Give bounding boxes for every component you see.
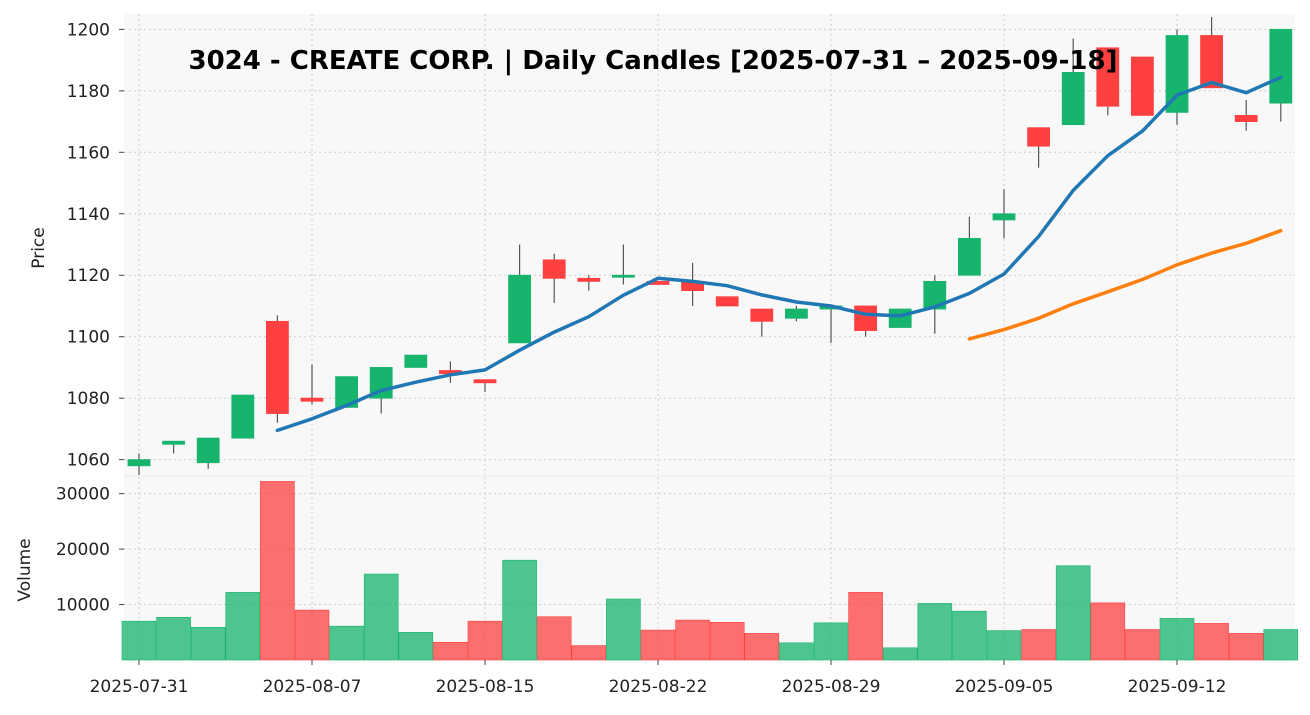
candle-body [1200,35,1223,89]
x-tick-label: 2025-08-22 [609,677,708,697]
volume-bar [917,603,953,661]
candle-body [612,274,635,278]
candle-body [1131,56,1154,116]
price-tick-label: 1140 [67,205,110,225]
price-panel-background [124,14,1295,475]
candle-body [335,376,359,408]
volume-bar [1159,618,1195,661]
volume-bar [467,620,503,661]
candle-body [1269,28,1293,104]
candle-body [888,308,912,328]
candle-body [127,459,151,467]
volume-bar [433,641,468,661]
volume-tick-label: 10000 [56,596,110,616]
candle-body [265,320,289,414]
candles [127,17,1293,475]
axes: 1060 1080 1100 1120 1140 1160 1180 1200 10000 200… [56,20,1295,697]
volume-bar [329,625,364,661]
candle-body [473,379,497,384]
candle-body [508,274,532,344]
price-tick-label: 1160 [67,143,110,163]
volume-axis-label: Volume [15,538,35,601]
volume-bar [1125,629,1160,661]
volume-bar [606,598,641,661]
candle-body [196,437,220,464]
volume-bar [260,481,295,661]
volume-tick-label: 30000 [56,485,110,505]
candle-body [542,259,566,279]
candle-body [1027,127,1050,147]
price-tick-label: 1060 [67,451,110,471]
chart-title: 3024 - CREATE CORP. | Daily Candles [202… [189,46,1118,76]
volume-bar [1021,629,1056,661]
price-tick-label: 1080 [67,389,110,409]
volume-bar [779,642,814,661]
volume-bar [848,592,883,661]
price-tick-label: 1200 [67,20,110,40]
volume-bar [536,616,572,661]
volume-bar [1263,629,1299,661]
x-tick-label: 2025-08-15 [436,677,535,697]
volume-bar [121,620,157,661]
volume-bar [1055,565,1091,661]
candle-body [577,277,601,282]
volume-bar [225,592,261,661]
price-tick-label: 1180 [67,82,110,102]
candle-body [300,397,324,402]
candle-body [1234,115,1258,122]
candle-body [785,308,808,319]
volume-tick-label: 20000 [56,540,110,560]
volume-bar [502,559,537,661]
candle-body [992,213,1016,221]
volume-bar [709,621,745,661]
x-tick-label: 2025-09-05 [955,677,1054,697]
candle-body [923,280,947,310]
price-axis-label: Price [29,227,49,268]
moving-averages [275,75,1283,433]
candle-body [1096,47,1120,107]
candle-body [231,394,255,439]
volume-bar [190,626,226,661]
x-tick-label: 2025-09-12 [1128,677,1227,697]
volume-bar [294,609,330,661]
candle-body [750,308,774,322]
volume-bar [156,616,191,661]
volume-bar [1228,633,1264,661]
volume-bar [640,629,676,661]
candle-body [854,305,877,331]
candle-body [1061,71,1085,126]
volume-bars [121,481,1299,661]
volume-bar [571,645,607,661]
volume-bar [363,573,399,661]
ma-long-line [967,228,1283,341]
x-tick-label: 2025-08-07 [263,677,362,697]
x-tick-label: 2025-07-31 [90,677,189,697]
volume-bar [952,610,987,661]
candle-body [404,354,428,368]
candle-body [958,237,981,276]
x-tick-label: 2025-08-29 [782,677,881,697]
volume-bar [1194,623,1229,661]
price-tick-label: 1120 [67,266,110,286]
volume-bar [675,619,710,661]
volume-bar [1090,602,1126,661]
price-tick-label: 1100 [67,328,110,348]
volume-bar [744,633,780,661]
volume-bar [398,631,434,661]
candle-body [162,440,186,445]
candle-body [715,296,739,307]
ma-short-line [275,75,1283,433]
volume-bar [882,647,918,661]
grid-layer [124,14,1295,660]
volume-bar [986,630,1022,661]
volume-bar [813,622,849,661]
